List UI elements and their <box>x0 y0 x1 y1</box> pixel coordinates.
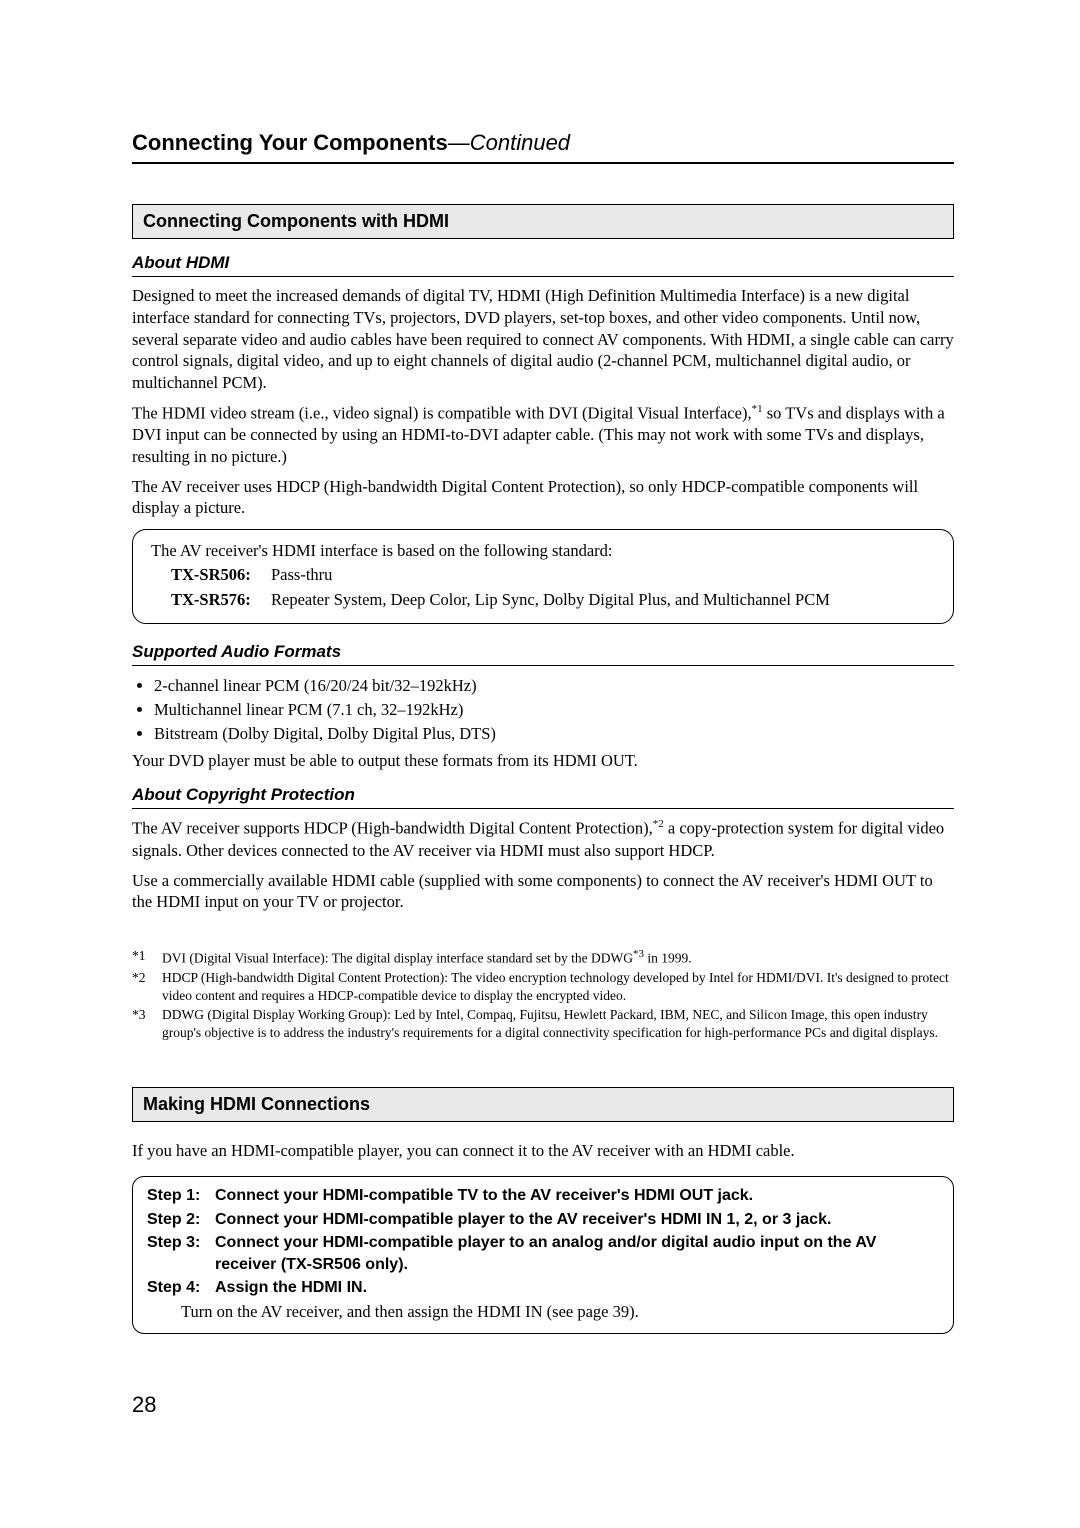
section-bar-hdmi-components: Connecting Components with HDMI <box>132 204 954 239</box>
text: DVI (Digital Visual Interface): The digi… <box>162 951 633 966</box>
formats-list: 2-channel linear PCM (16/20/24 bit/32–19… <box>132 674 954 746</box>
list-item: 2-channel linear PCM (16/20/24 bit/32–19… <box>154 674 954 698</box>
paragraph: The AV receiver uses HDCP (High-bandwidt… <box>132 476 954 520</box>
footnote-ref: *1 <box>752 403 763 415</box>
standard-box: The AV receiver's HDMI interface is base… <box>132 529 954 624</box>
step-row: Step 2: Connect your HDMI-compatible pla… <box>147 1209 939 1231</box>
footnote-ref: *3 <box>633 948 644 960</box>
text: The AV receiver supports HDCP (High-band… <box>132 819 653 838</box>
footnote: *2 HDCP (High-bandwidth Digital Content … <box>132 969 954 1004</box>
footnote: *1 DVI (Digital Visual Interface): The d… <box>132 947 954 967</box>
footnote: *3 DDWG (Digital Display Working Group):… <box>132 1006 954 1041</box>
paragraph: If you have an HDMI-compatible player, y… <box>132 1140 954 1162</box>
step-row: Step 3: Connect your HDMI-compatible pla… <box>147 1232 939 1275</box>
step-row: Step 4: Assign the HDMI IN. <box>147 1277 939 1299</box>
model-row: TX-SR576: Repeater System, Deep Color, L… <box>171 589 935 611</box>
paragraph: Your DVD player must be able to output t… <box>132 750 954 772</box>
step-key: Step 2: <box>147 1209 215 1231</box>
model-key: TX-SR576: <box>171 589 271 611</box>
list-item: Multichannel linear PCM (7.1 ch, 32–192k… <box>154 698 954 722</box>
model-table: TX-SR506: Pass-thru TX-SR576: Repeater S… <box>171 564 935 611</box>
subhead-copyright: About Copyright Protection <box>132 785 954 809</box>
list-item: Bitstream (Dolby Digital, Dolby Digital … <box>154 722 954 746</box>
chapter-continued: —Continued <box>448 130 570 155</box>
paragraph: The AV receiver supports HDCP (High-band… <box>132 817 954 861</box>
page-content: Connecting Your Components—Continued Con… <box>0 0 1080 1334</box>
model-value: Pass-thru <box>271 564 935 586</box>
step-key: Step 4: <box>147 1277 215 1299</box>
subhead-about-hdmi: About HDMI <box>132 253 954 277</box>
step-key: Step 1: <box>147 1185 215 1207</box>
footnote-text: DVI (Digital Visual Interface): The digi… <box>162 947 954 967</box>
section-bar-making-connections: Making HDMI Connections <box>132 1087 954 1122</box>
footnote-key: *1 <box>132 947 162 967</box>
step-note: Turn on the AV receiver, and then assign… <box>181 1301 939 1323</box>
box-intro: The AV receiver's HDMI interface is base… <box>151 540 935 562</box>
step-text: Assign the HDMI IN. <box>215 1277 939 1299</box>
model-value: Repeater System, Deep Color, Lip Sync, D… <box>271 589 935 611</box>
chapter-title: Connecting Your Components—Continued <box>132 130 954 164</box>
footnote-key: *3 <box>132 1006 162 1041</box>
footnotes: *1 DVI (Digital Visual Interface): The d… <box>132 947 954 1041</box>
steps-box: Step 1: Connect your HDMI-compatible TV … <box>132 1176 954 1334</box>
page-number: 28 <box>132 1392 156 1418</box>
subhead-audio-formats: Supported Audio Formats <box>132 642 954 666</box>
text: The HDMI video stream (i.e., video signa… <box>132 403 752 422</box>
step-text: Connect your HDMI-compatible TV to the A… <box>215 1185 939 1207</box>
footnote-key: *2 <box>132 969 162 1004</box>
step-key: Step 3: <box>147 1232 215 1275</box>
text: in 1999. <box>644 951 692 966</box>
step-text: Connect your HDMI-compatible player to a… <box>215 1232 939 1275</box>
step-row: Step 1: Connect your HDMI-compatible TV … <box>147 1185 939 1207</box>
model-key: TX-SR506: <box>171 564 271 586</box>
paragraph: Designed to meet the increased demands o… <box>132 285 954 394</box>
chapter-title-text: Connecting Your Components <box>132 130 448 155</box>
spacer <box>132 1043 954 1087</box>
footnote-text: DDWG (Digital Display Working Group): Le… <box>162 1006 954 1041</box>
step-text: Connect your HDMI-compatible player to t… <box>215 1209 939 1231</box>
footnote-text: HDCP (High-bandwidth Digital Content Pro… <box>162 969 954 1004</box>
model-row: TX-SR506: Pass-thru <box>171 564 935 586</box>
paragraph: Use a commercially available HDMI cable … <box>132 870 954 914</box>
footnote-ref: *2 <box>653 818 664 830</box>
paragraph: The HDMI video stream (i.e., video signa… <box>132 402 954 468</box>
